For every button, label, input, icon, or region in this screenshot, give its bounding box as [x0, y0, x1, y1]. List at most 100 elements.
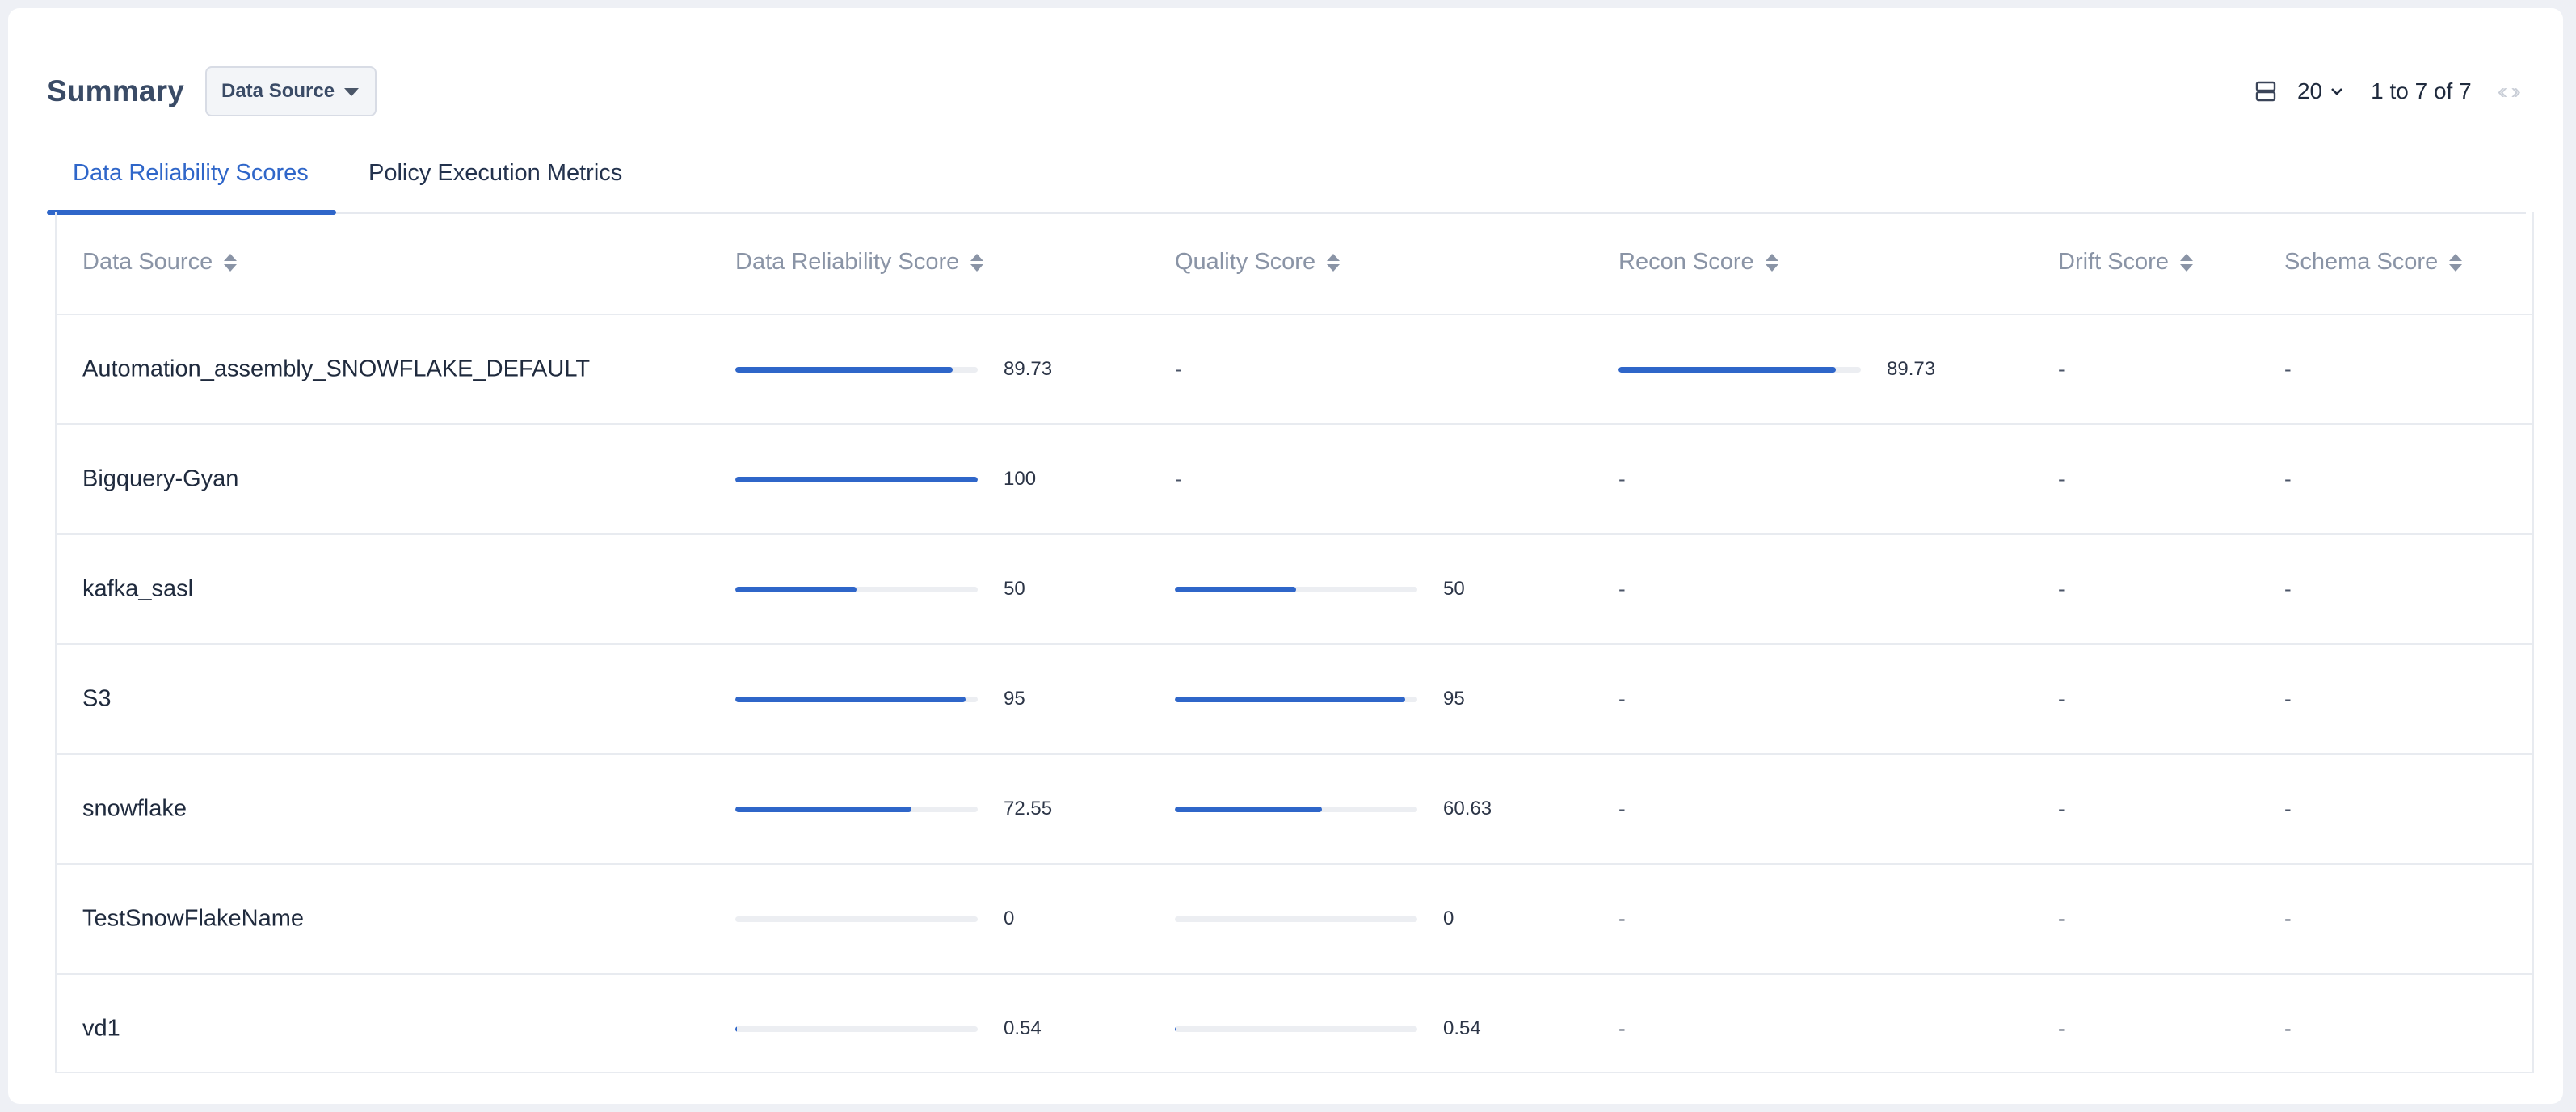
- table-row[interactable]: TestSnowFlakeName 0 0 - - -: [57, 865, 2532, 975]
- table-row[interactable]: Bigquery-Gyan 100 - - - -: [57, 425, 2532, 535]
- quality-score-value: 60.63: [1443, 798, 1492, 819]
- drift-score-empty: -: [2058, 796, 2065, 821]
- tab-data-reliability-scores[interactable]: Data Reliability Scores: [73, 160, 309, 186]
- table-header: Data Source Data Reliability Score Quali…: [57, 212, 2532, 315]
- quality-score-bar-fill: [1175, 586, 1296, 592]
- reliability-score-bar: [735, 916, 978, 922]
- recon-score-bar-fill: [1618, 366, 1837, 373]
- drift-score-empty: -: [2058, 1016, 2065, 1041]
- reliability-score-bar: [735, 366, 978, 373]
- quality-score-value: 50: [1443, 578, 1465, 600]
- quality-score-bar: [1175, 696, 1417, 702]
- quality-score-empty: -: [1175, 356, 1182, 381]
- data-source-name: TestSnowFlakeName: [82, 905, 304, 932]
- table-row[interactable]: snowflake 72.55 60.63 - - -: [57, 755, 2532, 865]
- caret-down-icon: [344, 88, 360, 96]
- schema-score-empty: -: [2284, 1016, 2292, 1041]
- data-source-name: kafka_sasl: [82, 575, 194, 602]
- reliability-score-bar-fill: [735, 1026, 737, 1032]
- table-rows-icon: [2255, 81, 2276, 102]
- double-chevron-left-icon[interactable]: ‹‹: [2497, 78, 2508, 103]
- recon-score-empty: -: [1618, 796, 1626, 821]
- recon-score-cell: 89.73: [1618, 358, 1935, 381]
- reliability-score-bar: [735, 1026, 978, 1032]
- column-header-data-source[interactable]: Data Source: [82, 249, 238, 276]
- table-row[interactable]: S3 95 95 - - -: [57, 645, 2532, 755]
- quality-score-cell: 50: [1175, 578, 1465, 600]
- quality-score-value: 0.54: [1443, 1017, 1481, 1039]
- quality-score-bar: [1175, 916, 1417, 922]
- reliability-score-value: 72.55: [1004, 798, 1053, 819]
- reliability-score-value: 89.73: [1004, 358, 1053, 380]
- quality-score-bar-fill: [1175, 806, 1322, 812]
- reliability-score-cell: 0: [735, 908, 1014, 930]
- column-header-schema-score[interactable]: Schema Score: [2284, 249, 2463, 276]
- column-header-label: Data Source: [82, 249, 213, 275]
- schema-score-empty: -: [2284, 466, 2292, 491]
- reliability-score-bar-fill: [735, 586, 857, 592]
- table-body: Automation_assembly_SNOWFLAKE_DEFAULT 89.…: [57, 315, 2532, 1083]
- data-source-name: Automation_assembly_SNOWFLAKE_DEFAULT: [82, 356, 591, 382]
- chevron-down-icon: [2331, 88, 2343, 95]
- schema-score-empty: -: [2284, 576, 2292, 601]
- reliability-score-cell: 50: [735, 578, 1025, 600]
- quality-score-bar: [1175, 1026, 1417, 1032]
- data-source-name: Bigquery-Gyan: [82, 465, 239, 492]
- quality-score-cell: 0: [1175, 908, 1454, 930]
- reliability-score-cell: 95: [735, 688, 1025, 710]
- summary-header: Summary Data Source 20 1 to 7 of 7 ‹‹ ››: [47, 66, 2521, 120]
- scores-table: Data Source Data Reliability Score Quali…: [55, 212, 2534, 1073]
- drift-score-empty: -: [2058, 466, 2065, 491]
- recon-score-empty: -: [1618, 1016, 1626, 1041]
- reliability-score-bar-fill: [735, 696, 966, 702]
- schema-score-empty: -: [2284, 356, 2292, 381]
- sort-icon: [2179, 253, 2193, 272]
- reliability-score-bar: [735, 476, 978, 482]
- page-size-select[interactable]: 20: [2297, 78, 2343, 104]
- column-header-label: Quality Score: [1175, 249, 1316, 275]
- column-header-quality-score[interactable]: Quality Score: [1175, 249, 1341, 276]
- reliability-score-cell: 0.54: [735, 1017, 1042, 1040]
- page-size-value: 20: [2296, 78, 2323, 103]
- tab-policy-execution-metrics[interactable]: Policy Execution Metrics: [368, 160, 623, 186]
- reliability-score-value: 100: [1004, 468, 1037, 490]
- column-header-drift-score[interactable]: Drift Score: [2058, 249, 2193, 276]
- data-source-name: S3: [82, 685, 112, 712]
- schema-score-empty: -: [2284, 796, 2292, 821]
- column-header-label: Drift Score: [2058, 249, 2169, 275]
- pagination: 20 1 to 7 of 7 ‹‹ ››: [2255, 71, 2521, 112]
- table-row[interactable]: Automation_assembly_SNOWFLAKE_DEFAULT 89.…: [57, 315, 2532, 425]
- quality-score-bar-fill: [1175, 696, 1405, 702]
- summary-card: Summary Data Source 20 1 to 7 of 7 ‹‹ ››: [8, 8, 2563, 1104]
- quality-score-value: 0: [1443, 908, 1454, 929]
- reliability-score-bar-fill: [735, 366, 953, 373]
- reliability-score-bar: [735, 806, 978, 812]
- recon-score-empty: -: [1618, 686, 1626, 711]
- group-by-label: Data Source: [221, 80, 335, 102]
- reliability-score-bar-fill: [735, 806, 911, 812]
- quality-score-value: 95: [1443, 688, 1465, 710]
- reliability-score-bar-fill: [735, 476, 978, 482]
- quality-score-cell: 95: [1175, 688, 1465, 710]
- data-source-name: snowflake: [82, 795, 187, 822]
- table-row[interactable]: kafka_sasl 50 50 - - -: [57, 535, 2532, 645]
- quality-score-bar: [1175, 806, 1417, 812]
- quality-score-empty: -: [1175, 466, 1182, 491]
- column-header-recon-score[interactable]: Recon Score: [1618, 249, 1778, 276]
- column-header-data-reliability-score[interactable]: Data Reliability Score: [735, 249, 984, 276]
- page-nav: ‹‹ ››: [2494, 78, 2521, 104]
- recon-score-value: 89.73: [1887, 358, 1936, 380]
- double-chevron-right-icon[interactable]: ››: [2511, 78, 2521, 103]
- column-header-label: Recon Score: [1618, 249, 1754, 275]
- quality-score-bar-fill: [1175, 1026, 1176, 1032]
- group-by-dropdown[interactable]: Data Source: [205, 66, 377, 116]
- table-row[interactable]: vd1 0.54 0.54 - - -: [57, 975, 2532, 1083]
- drift-score-empty: -: [2058, 356, 2065, 381]
- sort-icon: [1327, 253, 1341, 272]
- schema-score-empty: -: [2284, 686, 2292, 711]
- reliability-score-cell: 89.73: [735, 358, 1052, 381]
- data-source-name: vd1: [82, 1015, 120, 1042]
- active-tab-indicator: [47, 210, 336, 215]
- recon-score-bar: [1618, 366, 1861, 373]
- sort-icon: [2449, 253, 2463, 272]
